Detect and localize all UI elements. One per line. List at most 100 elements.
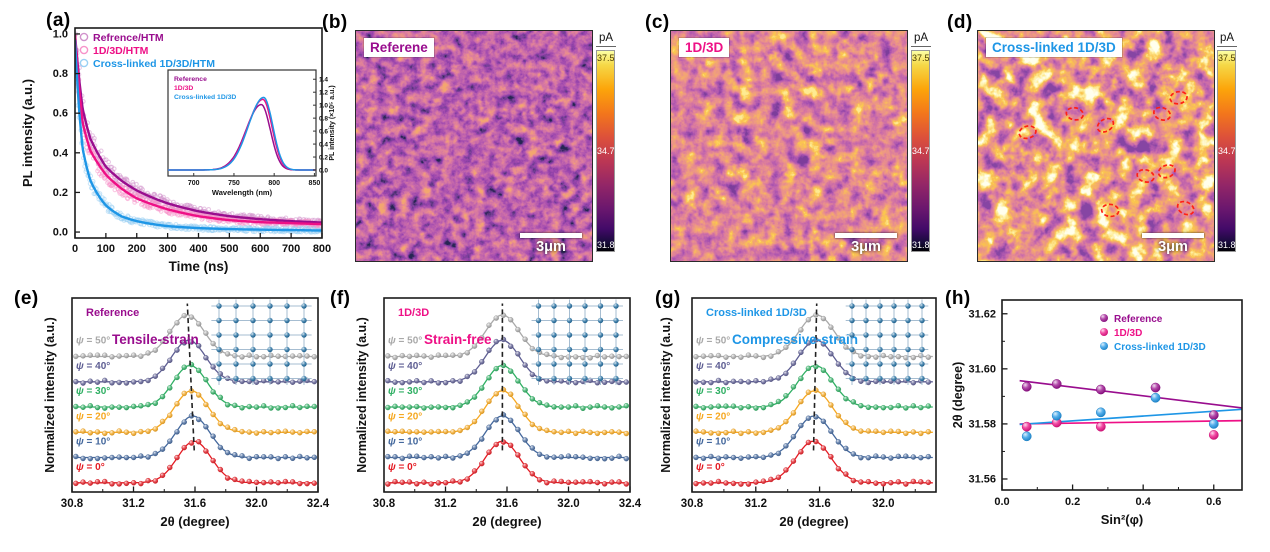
xrd-strain-label: Strain-free	[424, 332, 492, 347]
svg-text:32.0: 32.0	[557, 498, 579, 510]
svg-text:700: 700	[188, 180, 200, 187]
highlight-circle	[1176, 200, 1195, 216]
data-point	[1150, 382, 1161, 393]
scalebar-line	[835, 233, 897, 238]
svg-text:0.6: 0.6	[53, 108, 68, 120]
svg-text:30.8: 30.8	[681, 498, 704, 510]
sin2phi-series	[1019, 379, 1243, 442]
colorbar-max: 37.5	[1218, 53, 1236, 63]
highlight-circle	[1152, 106, 1172, 121]
svg-text:32.0: 32.0	[872, 498, 894, 510]
svg-text:750: 750	[228, 180, 240, 187]
colorbar-gradient: 37.5 34.7 31.8	[911, 50, 930, 252]
svg-text:850: 850	[309, 180, 321, 187]
data-point	[1208, 430, 1219, 440]
svg-text:ψ = 30°: ψ = 30°	[388, 386, 422, 397]
svg-text:0.8: 0.8	[53, 68, 68, 80]
data-point	[1051, 410, 1062, 421]
afm-sample-title-text: Cross-linked 1D/3D	[992, 40, 1116, 55]
xrd-series: ψ = 0° ψ = 10° ψ = 20° ψ = 30° ψ = 40° ψ = 50…	[385, 312, 630, 487]
scalebar-label: 3μm	[536, 239, 566, 255]
svg-text:0.6: 0.6	[319, 129, 328, 136]
svg-text:0.6: 0.6	[1206, 496, 1221, 508]
panel-c-label: (c)	[645, 12, 670, 33]
svg-text:0.8: 0.8	[319, 116, 328, 123]
svg-text:Reference: Reference	[174, 76, 207, 83]
highlight-circle	[1065, 106, 1085, 121]
highlight-circle	[1018, 125, 1037, 140]
scalebar-line	[520, 233, 582, 238]
svg-text:ψ = 0°: ψ = 0°	[76, 462, 105, 473]
xrd-series: ψ = 0° ψ = 10° ψ = 20° ψ = 30° ψ = 40° ψ = 50…	[693, 312, 933, 487]
xrd-title: Cross-linked 1D/3D	[706, 307, 807, 319]
svg-text:ψ = 20°: ψ = 20°	[388, 411, 422, 422]
svg-text:0.0: 0.0	[319, 168, 328, 175]
afm-scan-area	[356, 31, 592, 261]
highlight-circle	[1096, 117, 1115, 133]
svg-text:2θ (degree): 2θ (degree)	[160, 514, 229, 529]
svg-text:0.0: 0.0	[994, 496, 1009, 508]
svg-text:0.2: 0.2	[53, 187, 68, 199]
svg-text:0.4: 0.4	[319, 142, 328, 149]
svg-text:800: 800	[268, 180, 280, 187]
svg-text:31.6: 31.6	[184, 498, 206, 510]
colorbar-unit: pA	[911, 32, 931, 47]
scalebar-line	[1142, 233, 1204, 238]
afm-image-1d3d: 1D/3D 3μm	[670, 30, 908, 262]
pl-spectra-inset: 700 750 800 850 0.0 0.2 0.4 0.6 0.8 1.0 1.2 1.4 Wave…	[167, 69, 336, 197]
panel-b-label: (b)	[322, 12, 348, 33]
afm-sample-title-text: 1D/3D	[685, 40, 724, 55]
pl-decay-chart: 0 100 200 300 400 500 600 700 800 0.0 0.2 0.4 0.6 0.8…	[20, 27, 336, 274]
xrd-axes: 30.8 31.2 31.6 32.0 2θ (degree) Normalized in…	[659, 317, 916, 529]
svg-text:ψ = 0°: ψ = 0°	[696, 462, 725, 473]
colorbar-min: 31.8	[912, 240, 930, 250]
panel-f-label: (f)	[330, 288, 351, 309]
data-point	[1021, 421, 1032, 432]
colorbar-max: 37.5	[912, 53, 930, 63]
svg-text:1D/3D/HTM: 1D/3D/HTM	[93, 45, 149, 57]
scalebar: 3μm	[520, 233, 582, 255]
svg-text:32.4: 32.4	[619, 498, 642, 510]
svg-text:2θ (degree): 2θ (degree)	[951, 362, 965, 429]
colorbar-mid: 34.7	[597, 146, 615, 156]
svg-text:ψ = 50°: ψ = 50°	[388, 336, 422, 347]
svg-text:Time (ns): Time (ns)	[169, 259, 229, 274]
svg-text:800: 800	[313, 243, 331, 255]
data-point	[1021, 381, 1032, 392]
svg-text:ψ = 20°: ψ = 20°	[76, 411, 110, 422]
svg-text:31.2: 31.2	[745, 498, 767, 510]
xrd-series: ψ = 0° ψ = 10° ψ = 20° ψ = 30° ψ = 40° ψ = 50…	[73, 312, 318, 487]
svg-text:2θ (degree): 2θ (degree)	[779, 514, 848, 529]
svg-text:Cross-linked 1D/3D: Cross-linked 1D/3D	[1114, 342, 1206, 353]
svg-text:Cross-linked 1D/3D/HTM: Cross-linked 1D/3D/HTM	[93, 58, 215, 70]
data-point	[1150, 392, 1161, 403]
data-point	[1095, 407, 1106, 418]
svg-text:31.6: 31.6	[496, 498, 518, 510]
highlight-circle	[1157, 164, 1176, 179]
svg-text:ψ = 40°: ψ = 40°	[388, 361, 422, 372]
svg-text:Sin²(φ): Sin²(φ)	[1101, 512, 1144, 527]
svg-text:ψ = 10°: ψ = 10°	[696, 437, 730, 448]
decay-series	[75, 31, 322, 235]
svg-text:0.2: 0.2	[319, 155, 328, 162]
svg-text:0: 0	[72, 243, 78, 255]
colorbar-unit: pA	[1217, 32, 1237, 47]
afm-sample-title: Referene	[364, 38, 434, 57]
xrd-title: Reference	[86, 307, 139, 319]
svg-text:Wavelength (nm): Wavelength (nm)	[212, 188, 273, 197]
lattice-inset	[211, 299, 312, 386]
lattice-inset	[531, 299, 623, 386]
svg-text:Refrence/HTM: Refrence/HTM	[93, 32, 164, 44]
svg-text:31.56: 31.56	[968, 473, 996, 485]
svg-text:600: 600	[251, 243, 269, 255]
afm-scan-area	[671, 31, 907, 261]
svg-text:31.62: 31.62	[968, 308, 996, 320]
colorbar-1d3d: pA 37.5 34.7 31.8	[911, 32, 955, 252]
xrd-axes: 30.8 31.2 31.6 32.0 32.4 2θ (degree) Normalize…	[43, 317, 330, 529]
svg-text:2θ (degree): 2θ (degree)	[472, 514, 541, 529]
svg-text:31.58: 31.58	[968, 418, 996, 430]
svg-text:Cross-linked 1D/3D: Cross-linked 1D/3D	[174, 94, 236, 101]
afm-scan-area	[978, 31, 1214, 261]
sin2phi-chart: 0.0 0.2 0.4 0.6 31.56 31.58 31.60 31.62 Sin²(φ) 2…	[951, 299, 1243, 527]
